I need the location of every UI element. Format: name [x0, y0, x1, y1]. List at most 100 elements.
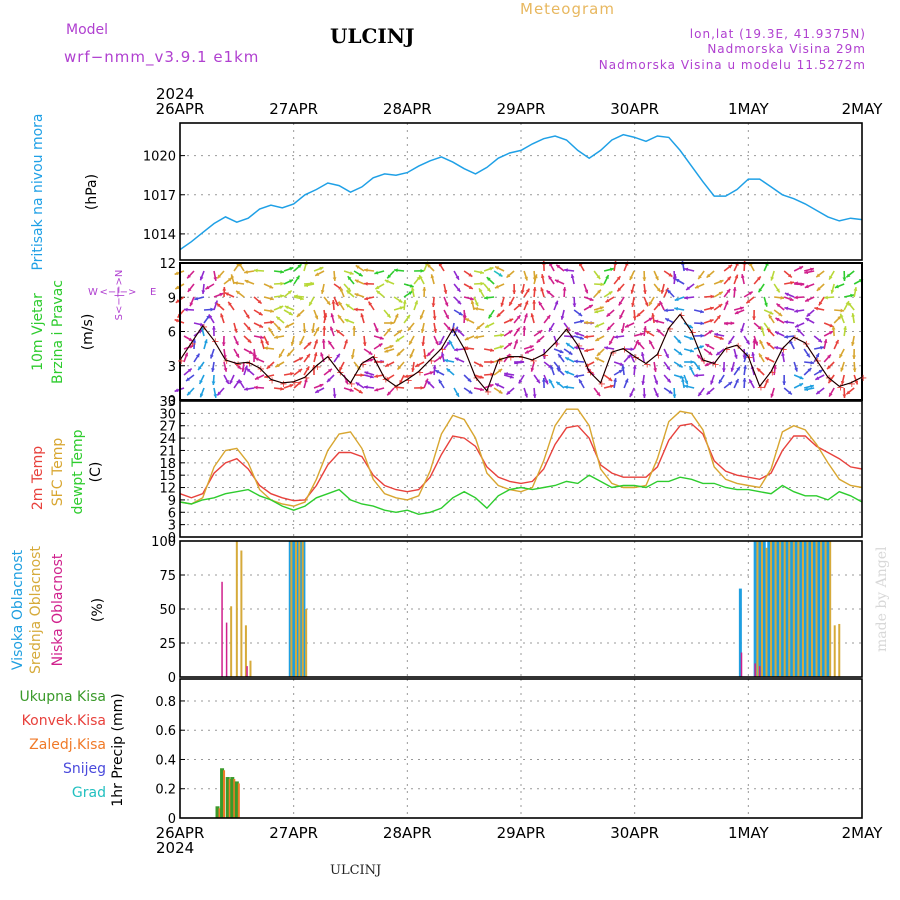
wind-speed-marker: +	[575, 341, 583, 352]
wind-arrow-head	[668, 390, 673, 394]
wind-arrow-head	[710, 294, 715, 299]
wind-arrow-head	[474, 306, 479, 311]
wind-arrow-head	[524, 300, 529, 305]
wind-arrow-head	[636, 312, 641, 317]
wind-speed-marker: +	[859, 373, 867, 384]
wind-arrow-head	[469, 296, 474, 301]
wind-arrow-head	[241, 368, 246, 372]
wind-arrow-head	[596, 352, 601, 356]
wind-arrow-head	[423, 355, 427, 359]
meteogram-label: Meteogram	[520, 0, 615, 18]
model-altitude-label: Nadmorska Visina u modelu 11.5272m	[599, 58, 866, 72]
wind-arrow-head	[724, 321, 728, 326]
wind-arrow-head	[290, 371, 294, 376]
ylabel-temp-sfc: SFC Temp	[50, 438, 66, 507]
wind-arrow-head	[184, 352, 189, 357]
wind-arrow-head	[686, 286, 691, 291]
wind-arrow-head	[766, 342, 771, 347]
wind-arrow-head	[727, 276, 731, 281]
wind-arrow-head	[223, 355, 227, 359]
wind-arrow-head	[595, 337, 600, 341]
wind-arrow-head	[255, 376, 260, 380]
cloud-bar-2	[246, 666, 248, 677]
wind-arrow-head	[298, 368, 303, 373]
wind-arrow-head	[630, 289, 635, 294]
legend-precip-2: Zaledj.Kisa	[29, 737, 106, 753]
wind-speed-marker: +	[177, 356, 185, 367]
wind-arrow-head	[605, 298, 610, 303]
wind-arrow-head	[276, 316, 281, 321]
wind-arrow-head	[489, 266, 494, 271]
year-bottom: 2024	[156, 839, 194, 857]
day-labels: 26APR 26APR 27APR 27APR 28APR 28APR 29APR 29APR…	[156, 100, 884, 842]
wind-arrow-head	[394, 313, 399, 318]
wind-arrow-head	[443, 289, 448, 294]
wind-arrow-head	[853, 287, 858, 291]
wind-arrow-head	[851, 342, 855, 346]
cloud-bar-1	[801, 541, 804, 677]
wind-arrow-head	[632, 365, 637, 369]
wind-arrow-head	[490, 348, 494, 353]
wind-arrow-head	[778, 312, 783, 317]
wind-arrow-head	[468, 273, 473, 277]
wind-arrow-head	[600, 282, 605, 287]
wind-arrow-head	[187, 368, 192, 373]
compass-center: <−|−>	[100, 287, 137, 298]
wind-arrow-head	[419, 315, 424, 320]
wind-arrow-head	[411, 368, 415, 372]
wind-arrow-head	[199, 393, 204, 398]
wind-arrow-head	[270, 309, 274, 313]
wind-arrow-head	[639, 332, 644, 337]
wind-arrow-head	[431, 303, 436, 307]
wind-arrow-head	[689, 348, 694, 353]
wind-arrow-head	[532, 394, 537, 398]
wind-arrow-head	[541, 378, 546, 382]
wind-arrow-head	[648, 301, 653, 306]
wind-arrow-head	[269, 296, 274, 301]
ytick-precip-2: 0.4	[155, 753, 176, 768]
wind-arrow-head	[454, 357, 459, 362]
wind-arrow-head	[756, 276, 761, 281]
wind-arrow-head	[379, 336, 384, 340]
wind-arrow-head	[773, 365, 777, 369]
wind-arrow-head	[322, 326, 327, 330]
wind-arrow-head	[846, 390, 851, 395]
wind-arrow-head	[621, 365, 626, 369]
ytick-clouds-2: 50	[159, 603, 176, 618]
wind-arrow-head	[187, 274, 191, 279]
wind-arrow-head	[174, 271, 179, 276]
wind-arrow-head	[280, 294, 284, 298]
wind-arrow-head	[478, 363, 483, 367]
wind-arrow-head	[252, 352, 257, 356]
wind-arrow-head	[409, 283, 414, 288]
cloud-bar-1	[779, 541, 782, 677]
wind-arrow-head	[743, 365, 747, 369]
wind-arrow-head	[824, 295, 828, 300]
wind-speed-marker: +	[302, 373, 310, 384]
wind-arrow-head	[618, 369, 623, 374]
wind-arrow-head	[760, 326, 765, 331]
wind-arrow-head	[444, 302, 449, 307]
wind-speed-marker: +	[348, 379, 356, 390]
wind-arrow-head	[656, 287, 661, 292]
wind-arrow-head	[818, 369, 823, 374]
wind-arrow-head	[302, 329, 307, 333]
wind-arrow-head	[284, 305, 289, 310]
model-name: wrf−nmm_v3.9.1 e1km	[64, 48, 259, 67]
wind-arrow-head	[398, 298, 403, 303]
wind-arrow-head	[374, 374, 378, 379]
frame-pressure	[179, 122, 863, 261]
wind-arrow-head	[767, 328, 772, 333]
wind-arrow-head	[678, 363, 683, 368]
wind-arrow-head	[609, 384, 614, 389]
wind-arrow-head	[704, 362, 709, 367]
wind-arrow-head	[260, 339, 265, 344]
wind-arrow-head	[410, 287, 415, 291]
wind-arrow-head	[514, 339, 519, 344]
precip-bar	[234, 781, 239, 818]
wind-arrow-head	[560, 315, 565, 320]
wind-arrow-head	[369, 374, 374, 379]
wind-arrow-head	[556, 381, 561, 386]
cloud-bar-1	[235, 541, 238, 677]
wind-arrow-head	[498, 368, 503, 373]
